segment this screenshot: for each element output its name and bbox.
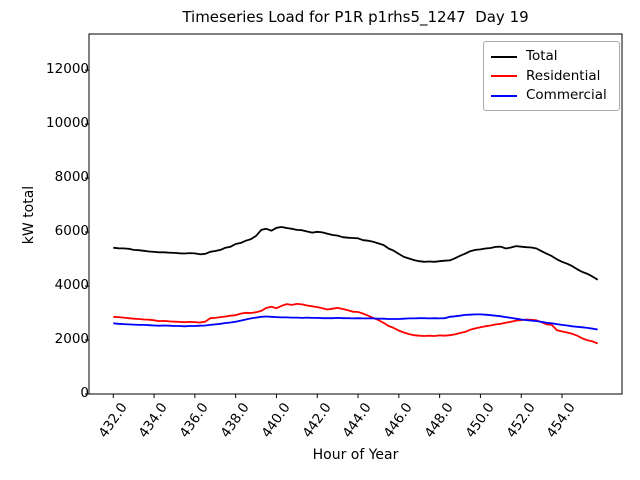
legend-label-commercial: Commercial — [526, 87, 607, 103]
legend-item-total: Total — [491, 47, 612, 66]
legend-label-total: Total — [526, 48, 558, 64]
legend: Total Residential Commercial — [483, 41, 620, 111]
total-line-swatch — [491, 55, 517, 58]
x-axis-label: Hour of Year — [312, 447, 399, 463]
y-tick-label: 8000 — [54, 169, 89, 186]
y-tick-label: 4000 — [54, 277, 89, 294]
y-tick-label: 6000 — [54, 223, 89, 240]
commercial-line-swatch — [491, 94, 517, 97]
y-tick-label: 12000 — [46, 61, 89, 78]
legend-item-residential: Residential — [491, 67, 612, 86]
axes-frame — [88, 33, 623, 395]
y-tick-label: 0 — [80, 385, 89, 401]
y-tick-label: 2000 — [54, 331, 89, 348]
residential-line-swatch — [491, 75, 517, 77]
series-line-residential — [113, 302, 599, 345]
series-line-total — [113, 226, 599, 281]
chart-title: Timeseries Load for P1R p1rhs5_1247 Day … — [182, 8, 529, 26]
y-tick-label: 10000 — [46, 115, 89, 132]
legend-item-commercial: Commercial — [491, 86, 612, 105]
legend-label-residential: Residential — [526, 67, 601, 84]
series-line-commercial — [113, 313, 598, 331]
